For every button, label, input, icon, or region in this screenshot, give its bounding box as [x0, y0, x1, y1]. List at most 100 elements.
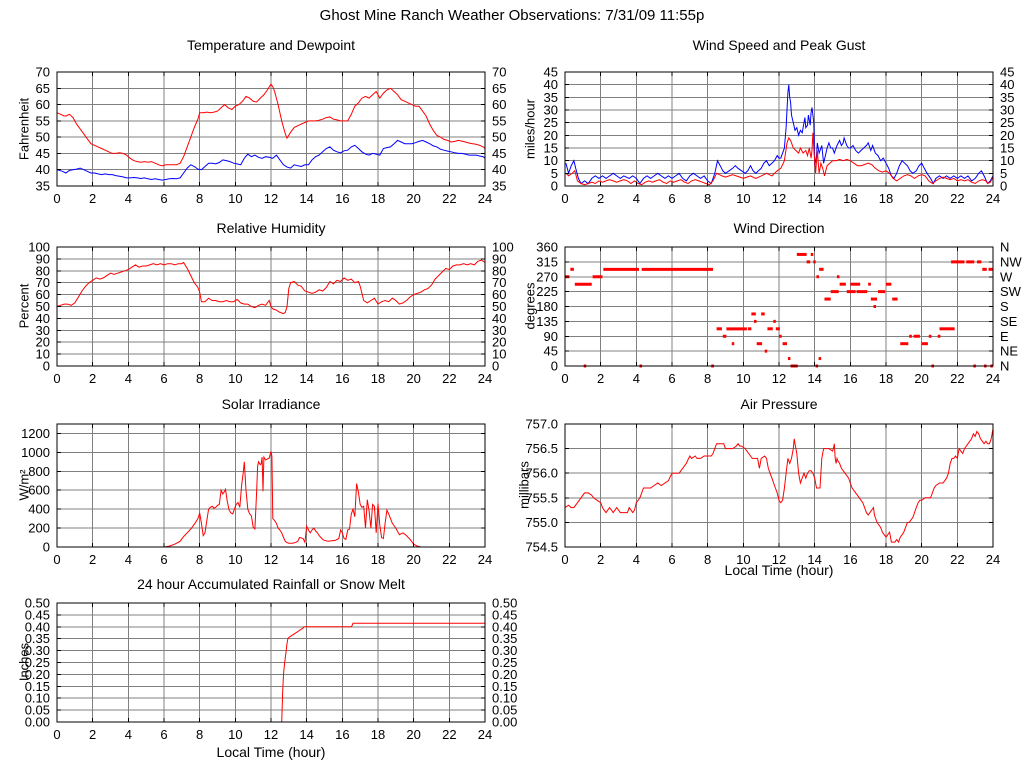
x-tick-label: 20 — [914, 191, 928, 206]
y-axis-label: millibars — [516, 461, 532, 509]
x-tick-label: 16 — [335, 727, 349, 742]
y-tick-label: 0 — [551, 179, 558, 194]
y-right-tick-label: 55 — [492, 113, 506, 128]
x-tick-label: 22 — [442, 191, 456, 206]
y-right-tick-label: 10 — [492, 347, 506, 362]
page-title: Ghost Mine Ranch Weather Observations: 7… — [319, 7, 705, 24]
x-tick-label: 8 — [704, 371, 711, 385]
y-right-tick-label: 0.15 — [492, 679, 517, 694]
y-tick-label: 756.0 — [525, 466, 558, 481]
y-tick-label: 270 — [536, 269, 558, 284]
x-tick-label: 0 — [53, 191, 60, 206]
y-tick-label: 10 — [36, 347, 50, 362]
y-tick-label: 10 — [544, 153, 558, 168]
y-tick-label: 50 — [36, 130, 50, 145]
y-axis-label: miles/hour — [522, 99, 538, 159]
x-tick-label: 8 — [704, 552, 711, 567]
x-tick-label: 12 — [772, 371, 786, 385]
y-right-tick-label: 80 — [492, 263, 506, 278]
series-temperature — [56, 83, 486, 167]
y-right-tick-label: 30 — [1000, 103, 1014, 118]
y-tick-label: 90 — [544, 329, 558, 344]
y-tick-label: 15 — [544, 141, 558, 156]
x-tick-label: 16 — [335, 191, 349, 206]
y-tick-label: 80 — [36, 263, 50, 278]
y-right-tick-label: 40 — [492, 162, 506, 177]
x-tick-label: 18 — [371, 727, 385, 742]
x-tick-label: 18 — [879, 371, 893, 385]
x-tick-label: 2 — [89, 371, 96, 385]
y-tick-label: 0.45 — [25, 607, 50, 622]
x-tick-label: 0 — [561, 191, 568, 206]
x-tick-label: 0 — [53, 371, 60, 385]
chart-relative-humidity: 0 2 4 6 8 10 12 14 16 18 20 22 24 0 0 10 10 20 20 30 30 40 40 5… — [0, 213, 530, 385]
y-right-tick-label: 45 — [1000, 65, 1014, 80]
y-tick-label: 35 — [36, 179, 50, 194]
x-tick-label: 22 — [950, 552, 964, 567]
y-tick-label: 20 — [36, 335, 50, 350]
x-tick-label: 12 — [772, 552, 786, 567]
chart-title: Wind Speed and Peak Gust — [692, 37, 866, 53]
y-right-tick-label: 100 — [492, 240, 514, 255]
y-tick-label: 100 — [28, 240, 50, 255]
y-right-tick-label: 0.30 — [492, 643, 517, 658]
y-right-tick-label: 0 — [492, 359, 499, 374]
y-tick-label: 0.25 — [25, 655, 50, 670]
y-right-tick-label: NE — [1000, 344, 1018, 359]
y-tick-label: 0 — [551, 359, 558, 374]
y-right-tick-label: 0.45 — [492, 607, 517, 622]
y-tick-label: 800 — [28, 464, 50, 479]
series-solar — [57, 451, 485, 548]
y-tick-label: 1200 — [21, 426, 50, 441]
x-tick-label: 4 — [125, 371, 132, 385]
y-axis-label: degrees — [522, 282, 538, 330]
x-tick-label: 24 — [986, 371, 1000, 385]
y-tick-label: 1000 — [21, 445, 50, 460]
y-tick-label: 756.5 — [525, 441, 558, 456]
chart-title: Wind Direction — [733, 220, 825, 236]
x-tick-label: 8 — [196, 191, 203, 206]
y-tick-label: 30 — [36, 323, 50, 338]
x-tick-label: 4 — [125, 552, 132, 567]
x-tick-label: 2 — [89, 191, 96, 206]
y-tick-label: 0.10 — [25, 691, 50, 706]
x-tick-label: 0 — [561, 552, 568, 567]
x-tick-label: 24 — [478, 552, 492, 567]
x-tick-label: 6 — [160, 727, 167, 742]
y-tick-label: 70 — [36, 275, 50, 290]
y-tick-label: 0.20 — [25, 667, 50, 682]
x-tick-label: 22 — [442, 371, 456, 385]
y-axis-label: W/m² — [16, 469, 32, 501]
y-tick-label: 755.5 — [525, 490, 558, 505]
x-tick-label: 2 — [89, 727, 96, 742]
y-tick-label: 755.0 — [525, 515, 558, 530]
y-right-tick-label: 35 — [492, 179, 506, 194]
y-tick-label: 0 — [43, 359, 50, 374]
x-tick-label: 6 — [160, 191, 167, 206]
x-tick-label: 24 — [478, 191, 492, 206]
y-right-tick-label: 90 — [492, 251, 506, 266]
x-tick-label: 24 — [478, 727, 492, 742]
y-tick-label: 40 — [544, 77, 558, 92]
y-right-tick-label: 0.50 — [492, 596, 517, 611]
chart-title: Temperature and Dewpoint — [186, 37, 356, 53]
x-tick-label: 12 — [264, 552, 278, 567]
x-tick-label: 10 — [736, 552, 750, 567]
y-right-tick-label: 70 — [492, 65, 506, 80]
x-tick-label: 14 — [299, 727, 313, 742]
y-right-tick-label: S — [1000, 299, 1009, 314]
x-tick-label: 22 — [950, 191, 964, 206]
x-tick-label: 4 — [125, 191, 132, 206]
x-tick-label: 10 — [228, 727, 242, 742]
x-tick-label: 2 — [597, 371, 604, 385]
y-tick-label: 45 — [544, 344, 558, 359]
y-right-tick-label: 50 — [492, 130, 506, 145]
y-right-tick-label: 0.40 — [492, 619, 517, 634]
y-right-tick-label: 20 — [492, 335, 506, 350]
y-tick-label: 600 — [28, 483, 50, 498]
y-tick-label: 55 — [36, 113, 50, 128]
x-tick-label: 2 — [597, 552, 604, 567]
x-tick-label: 24 — [986, 552, 1000, 567]
series-dewpoint — [56, 139, 486, 181]
chart-title: Solar Irradiance — [221, 396, 321, 412]
